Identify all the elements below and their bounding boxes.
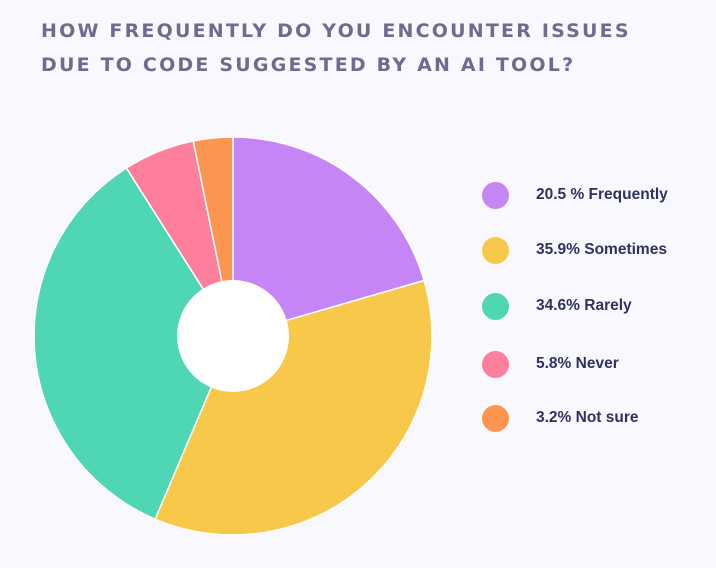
legend-label-frequently: 20.5 % Frequently	[536, 186, 668, 203]
legend-item-not-sure: 3.2% Not sure	[482, 403, 639, 433]
pie-slice-frequently	[232, 136, 425, 337]
chart-title: How frequently do you encounter issues d…	[41, 20, 631, 76]
legend-swatch-frequently	[482, 181, 509, 209]
legend-item-frequently: 20.5 % Frequently	[482, 180, 668, 210]
legend-label-never: 5.8% Never	[536, 355, 619, 372]
legend-item-rarely: 34.6% Rarely	[482, 291, 632, 321]
legend-swatch-not-sure	[482, 404, 509, 432]
pie-slice-rarely	[33, 167, 234, 520]
pie-slice-sometimes	[154, 279, 433, 536]
legend-swatch-never	[482, 350, 509, 378]
legend-label-rarely: 34.6% Rarely	[536, 297, 632, 314]
legend-swatch-sometimes	[482, 236, 509, 264]
legend-swatch-rarely	[482, 292, 509, 320]
donut-hole	[177, 280, 289, 392]
chart-legend: 20.5 % Frequently 35.9% Sometimes 34.6% Ra…	[482, 0, 712, 568]
legend-item-never: 5.8% Never	[482, 349, 619, 379]
legend-label-sometimes: 35.9% Sometimes	[536, 241, 667, 258]
legend-label-not-sure: 3.2% Not sure	[536, 409, 639, 426]
legend-item-sometimes: 35.9% Sometimes	[482, 235, 667, 265]
